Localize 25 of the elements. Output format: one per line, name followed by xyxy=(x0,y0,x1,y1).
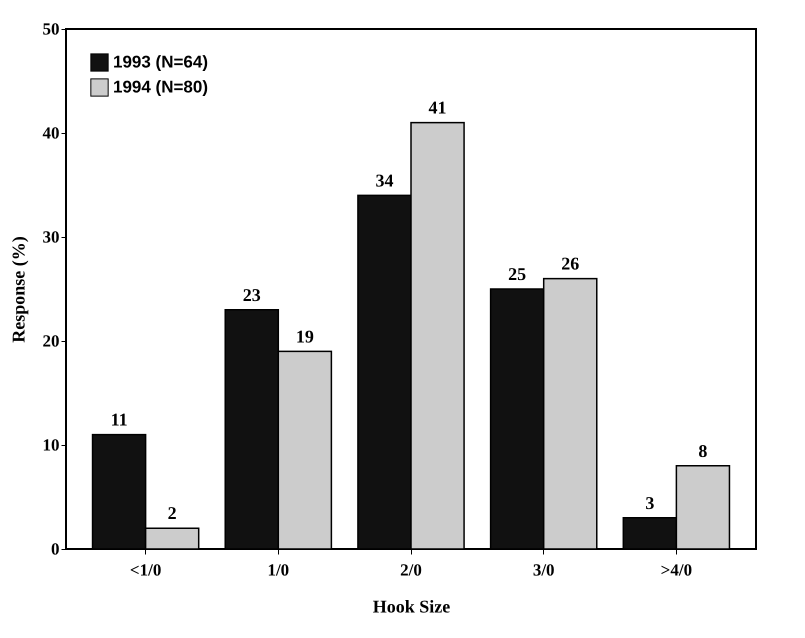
legend-label: 1993 (N=64) xyxy=(113,52,208,72)
x-tick-label: >4/0 xyxy=(660,560,692,580)
x-axis-title: Hook Size xyxy=(372,596,450,616)
data-label: 34 xyxy=(375,170,394,190)
data-label: 41 xyxy=(428,98,447,118)
data-label: 8 xyxy=(698,440,708,461)
data-label: 26 xyxy=(561,254,580,274)
y-tick-label: 50 xyxy=(42,20,60,38)
y-tick-label: 20 xyxy=(42,332,60,350)
data-label: 3 xyxy=(645,492,654,513)
data-label: 19 xyxy=(296,326,314,346)
x-tick-label: <1/0 xyxy=(130,560,162,580)
x-tick-label: 1/0 xyxy=(267,560,290,580)
y-tick-label: 30 xyxy=(42,228,60,246)
data-label: 25 xyxy=(508,264,526,284)
y-tick-label: 40 xyxy=(42,124,60,142)
y-tick-label: 10 xyxy=(42,436,60,454)
y-axis-title: Response (%) xyxy=(8,236,28,343)
data-label: 11 xyxy=(110,410,128,430)
x-tick-label: 2/0 xyxy=(400,560,422,580)
data-label: 23 xyxy=(242,284,261,305)
data-label: 2 xyxy=(168,503,177,524)
x-tick-label: 3/0 xyxy=(532,560,555,580)
legend-label: 1994 (N=80) xyxy=(113,78,208,96)
y-tick-label: 0 xyxy=(51,540,60,558)
